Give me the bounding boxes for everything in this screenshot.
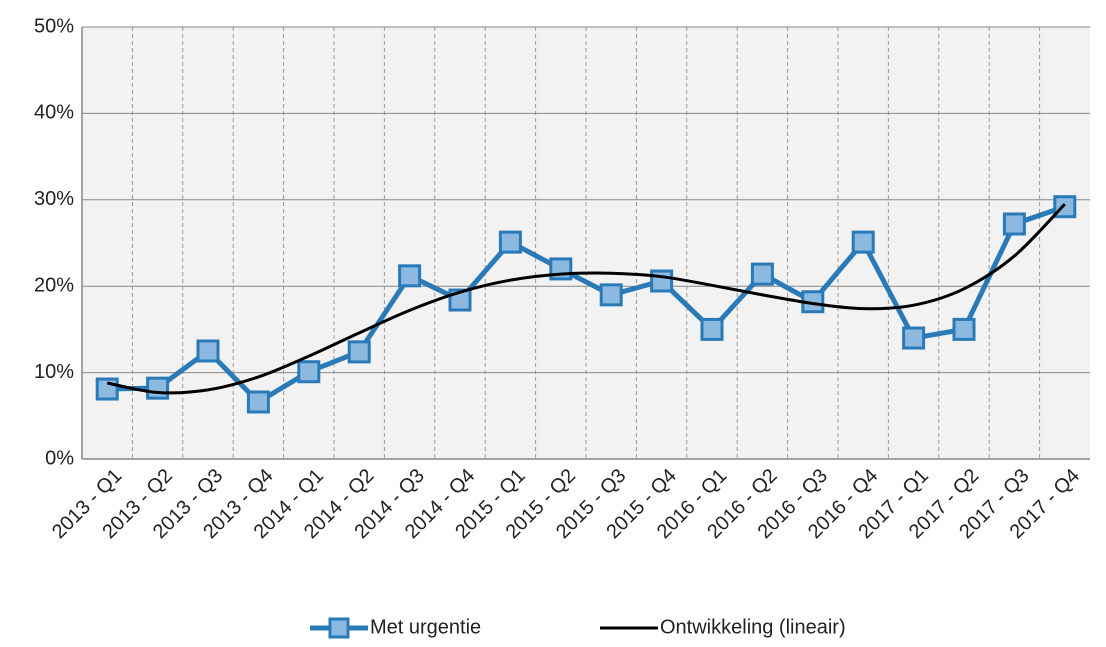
marker — [851, 230, 875, 254]
marker — [246, 390, 270, 414]
y-tick-label: 40% — [34, 102, 74, 124]
series-line — [106, 203, 1066, 395]
marker — [1053, 195, 1077, 219]
marker — [650, 269, 674, 293]
y-tick-label: 0% — [45, 447, 74, 469]
marker — [398, 264, 422, 288]
y-tick-label: 10% — [34, 361, 74, 383]
legend-marker — [328, 617, 350, 639]
marker — [700, 317, 724, 341]
marker — [297, 360, 321, 384]
y-tick-label: 30% — [34, 188, 74, 210]
marker — [498, 230, 522, 254]
marker — [95, 377, 119, 401]
y-tick-label: 20% — [34, 274, 74, 296]
marker — [1002, 212, 1026, 236]
marker — [196, 339, 220, 363]
marker — [750, 262, 774, 286]
legend-label: Met urgentie — [370, 616, 481, 638]
marker — [952, 317, 976, 341]
marker — [146, 376, 170, 400]
marker — [902, 326, 926, 350]
y-tick-label: 50% — [34, 15, 74, 37]
legend-label: Ontwikkeling (lineair) — [660, 616, 846, 638]
marker — [347, 340, 371, 364]
marker — [599, 283, 623, 307]
